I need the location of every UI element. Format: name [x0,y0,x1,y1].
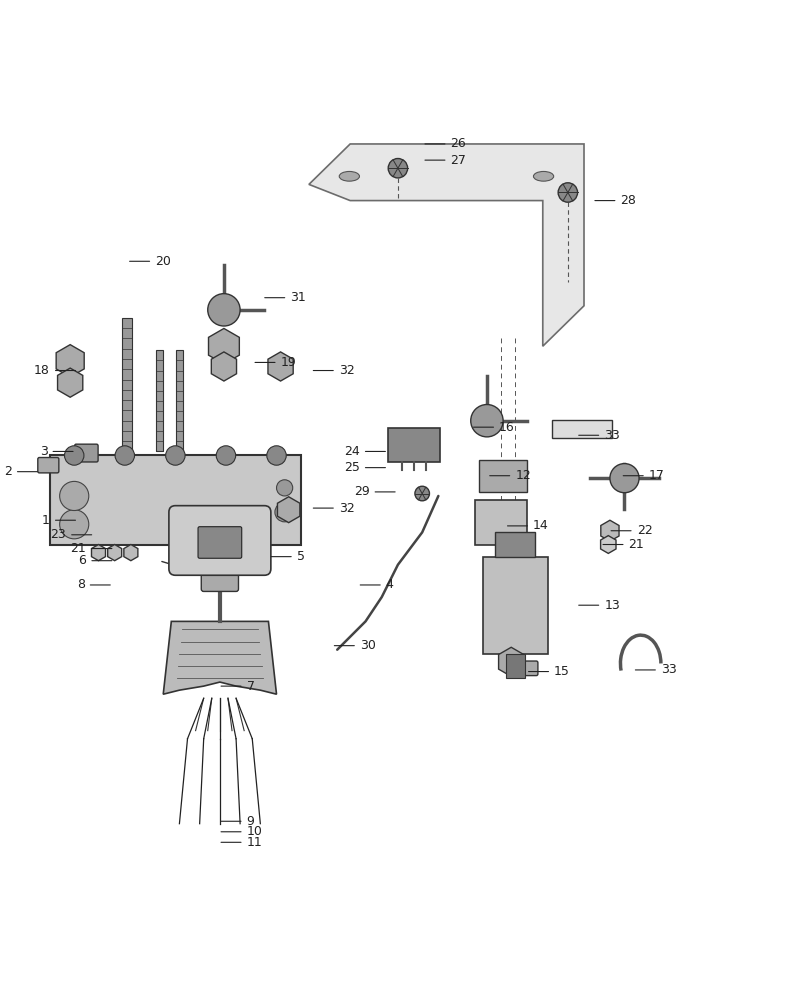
Polygon shape [600,536,616,553]
Text: 14: 14 [507,519,548,532]
FancyBboxPatch shape [483,557,547,654]
Text: 9: 9 [221,815,254,828]
Polygon shape [498,647,523,676]
Text: 15: 15 [528,665,569,678]
FancyBboxPatch shape [201,566,238,591]
Text: 6: 6 [79,554,112,567]
Text: 10: 10 [221,825,262,838]
Text: 33: 33 [578,429,620,442]
Text: 32: 32 [313,502,354,515]
Polygon shape [56,345,84,377]
Text: 29: 29 [354,485,395,498]
Circle shape [59,510,88,539]
FancyBboxPatch shape [388,428,440,462]
FancyBboxPatch shape [169,506,271,575]
Circle shape [557,183,577,202]
FancyBboxPatch shape [50,455,300,545]
Polygon shape [308,144,583,346]
Circle shape [115,446,135,465]
Text: 23: 23 [50,528,92,541]
Text: 17: 17 [623,469,664,482]
Polygon shape [124,545,138,561]
Text: 24: 24 [344,445,385,458]
Text: 31: 31 [264,291,306,304]
Text: 28: 28 [594,194,636,207]
Polygon shape [211,352,236,381]
Polygon shape [600,520,618,541]
Text: 33: 33 [634,663,676,676]
Circle shape [275,502,294,522]
Text: 19: 19 [255,356,296,369]
Circle shape [414,486,429,501]
Circle shape [208,294,240,326]
Circle shape [470,405,503,437]
Polygon shape [268,352,293,381]
FancyBboxPatch shape [505,654,524,678]
Text: 27: 27 [424,154,466,167]
Circle shape [59,481,88,511]
FancyBboxPatch shape [38,458,58,473]
Text: 21: 21 [71,542,112,555]
Text: 32: 32 [313,364,354,377]
Text: 12: 12 [489,469,530,482]
Circle shape [609,464,638,493]
Polygon shape [163,621,277,694]
FancyBboxPatch shape [474,500,526,545]
Text: 7: 7 [221,680,255,693]
FancyBboxPatch shape [478,460,526,492]
Text: 25: 25 [344,461,385,474]
Circle shape [277,480,292,496]
Ellipse shape [533,171,553,181]
Text: 20: 20 [130,255,171,268]
Text: 21: 21 [603,538,643,551]
FancyBboxPatch shape [495,532,534,557]
Bar [175,350,182,451]
Circle shape [388,159,407,178]
Polygon shape [208,328,239,364]
Text: 13: 13 [578,599,620,612]
Text: 4: 4 [360,578,393,591]
Polygon shape [58,368,83,397]
Circle shape [64,446,84,465]
Bar [156,350,163,451]
FancyBboxPatch shape [75,444,98,462]
Text: 30: 30 [334,639,375,652]
Ellipse shape [339,171,359,181]
Text: 5: 5 [271,550,304,563]
Circle shape [216,446,235,465]
Text: 1: 1 [42,514,75,527]
Text: 11: 11 [221,836,262,849]
Bar [122,318,131,451]
Polygon shape [108,545,122,561]
Circle shape [267,446,286,465]
Polygon shape [277,497,299,523]
Circle shape [165,446,185,465]
FancyBboxPatch shape [551,420,611,438]
Text: 26: 26 [424,137,466,150]
FancyBboxPatch shape [198,527,242,558]
Text: 16: 16 [473,421,514,434]
Text: 18: 18 [34,364,75,377]
Text: 2: 2 [4,465,37,478]
Text: 3: 3 [40,445,73,458]
FancyBboxPatch shape [517,661,537,676]
Polygon shape [92,545,105,561]
Text: 22: 22 [611,524,651,537]
Text: 8: 8 [77,578,110,591]
